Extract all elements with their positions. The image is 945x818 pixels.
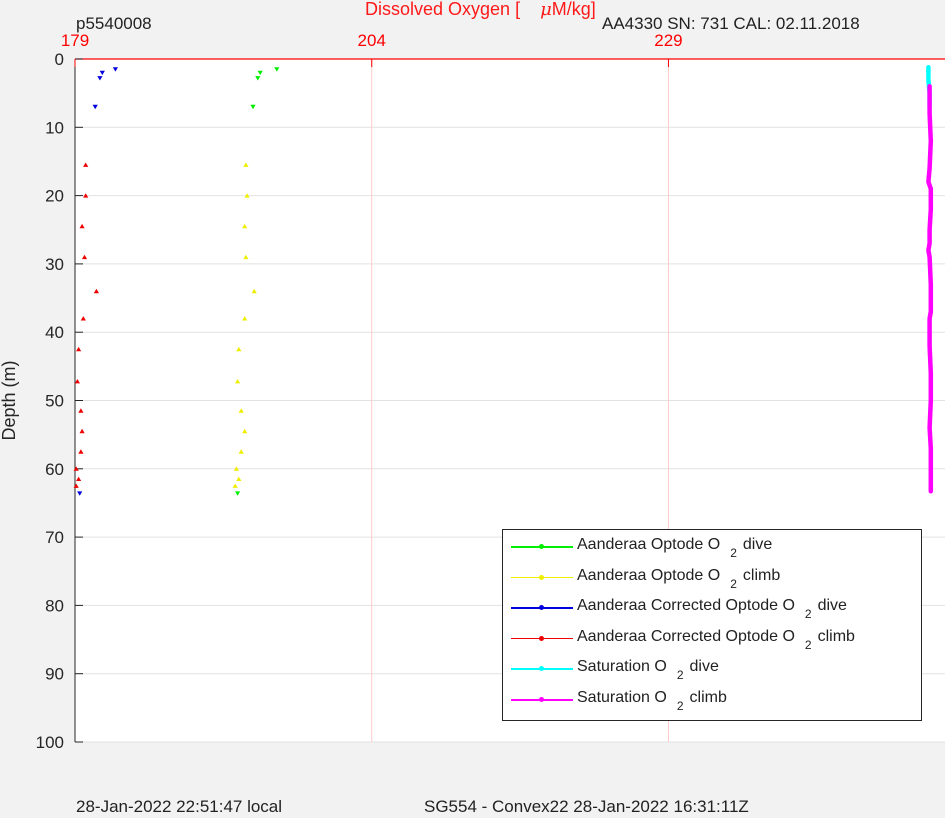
series-2	[77, 67, 118, 496]
y-tick-label: 30	[45, 255, 64, 274]
chart-title-prefix: Dissolved Oxygen [	[365, 0, 521, 19]
data-point	[92, 104, 98, 110]
legend-marker	[539, 544, 544, 549]
data-point	[112, 67, 118, 72]
series-5	[926, 84, 934, 494]
data-point	[73, 483, 79, 488]
y-tick-label: 70	[45, 528, 64, 547]
legend-item: Aanderaa Optode O 2 climb	[509, 567, 919, 591]
data-point	[78, 408, 84, 413]
data-point	[274, 67, 280, 72]
data-point	[242, 223, 248, 229]
legend-label: Aanderaa Optode O 2 dive	[577, 536, 773, 560]
legend-marker	[539, 635, 544, 641]
data-point	[83, 162, 89, 167]
data-point	[76, 346, 82, 352]
y-tick-label: 80	[45, 596, 64, 615]
footer-mission: SG554 - Convex22 28-Jan-2022 16:31:11Z	[424, 797, 749, 816]
data-point	[76, 476, 82, 481]
data-point	[233, 466, 239, 471]
legend-label: Aanderaa Optode O 2 climb	[577, 566, 781, 591]
data-point	[83, 193, 89, 198]
data-point	[251, 288, 257, 294]
y-tick-label: 40	[45, 323, 64, 342]
legend-item: Aanderaa Corrected Optode O 2 dive	[509, 597, 919, 621]
data-point	[243, 254, 249, 260]
data-point	[255, 76, 261, 81]
legend-item: Saturation O 2 dive	[509, 658, 919, 682]
legend-marker	[539, 697, 544, 702]
data-point	[235, 379, 241, 384]
legend-label: Aanderaa Corrected Optode O 2 dive	[577, 597, 847, 622]
data-point	[99, 70, 105, 76]
data-point	[250, 104, 256, 110]
data-point	[238, 449, 244, 454]
legend-marker	[539, 605, 544, 611]
legend-label: Saturation O 2 climb	[577, 689, 727, 713]
chart-title-unit: M/kg]	[551, 0, 596, 19]
series-3	[73, 162, 99, 488]
data-point	[74, 379, 80, 384]
data-point	[78, 449, 84, 454]
data-point	[236, 346, 242, 352]
legend-item: Saturation O 2 climb	[509, 689, 919, 713]
data-point	[80, 316, 86, 321]
legend-item: Aanderaa Corrected Optode O 2 climb	[509, 628, 919, 652]
y-tick-label: 10	[45, 118, 64, 137]
y-axis-label: Depth (m)	[0, 360, 19, 440]
data-point	[242, 428, 248, 434]
chart-title: Dissolved Oxygen [ μM/kg]	[365, 0, 596, 20]
data-point	[79, 428, 85, 434]
y-tick-label: 90	[45, 665, 64, 684]
y-tick-label: 60	[45, 460, 64, 479]
y-tick-label: 0	[55, 50, 64, 69]
y-tick-label: 20	[45, 187, 64, 206]
legend-label: Saturation O 2 dive	[577, 658, 719, 683]
data-point	[73, 466, 79, 471]
legend-marker	[539, 574, 544, 580]
data-point	[244, 193, 250, 198]
data-point	[243, 162, 249, 167]
x-tick-label: 179	[61, 31, 89, 50]
data-point	[242, 316, 248, 321]
data-point	[236, 476, 242, 481]
data-point	[232, 483, 238, 488]
chart-title-unit-symbol: μ	[540, 0, 552, 20]
data-point	[93, 288, 99, 294]
x-tick-label: 204	[358, 31, 386, 50]
axes: 0 10 20 30 40 50 60 70 80 90 100 179 204 229	[36, 31, 945, 752]
profile-id: p5540008	[76, 14, 152, 33]
x-tick-label: 229	[654, 31, 682, 50]
y-tick-label: 50	[45, 392, 64, 411]
data-point	[79, 223, 85, 229]
data-point	[77, 491, 83, 496]
series-1	[232, 162, 257, 488]
data-point	[97, 76, 103, 81]
data-point	[81, 254, 88, 260]
legend-marker	[539, 666, 544, 672]
data-point	[238, 408, 244, 413]
sensor-info: AA4330 SN: 731 CAL: 02.11.2018	[602, 14, 860, 33]
series-0	[235, 67, 280, 496]
data-point	[257, 70, 263, 76]
data-marks	[73, 64, 934, 496]
legend-label: Aanderaa Corrected Optode O 2 climb	[577, 627, 855, 652]
legend-item: Aanderaa Optode O 2 dive	[509, 536, 919, 560]
data-point	[235, 491, 241, 496]
series-line	[926, 84, 934, 494]
y-tick-label: 100	[36, 733, 64, 752]
footer-local-time: 28-Jan-2022 22:51:47 local	[76, 797, 283, 816]
